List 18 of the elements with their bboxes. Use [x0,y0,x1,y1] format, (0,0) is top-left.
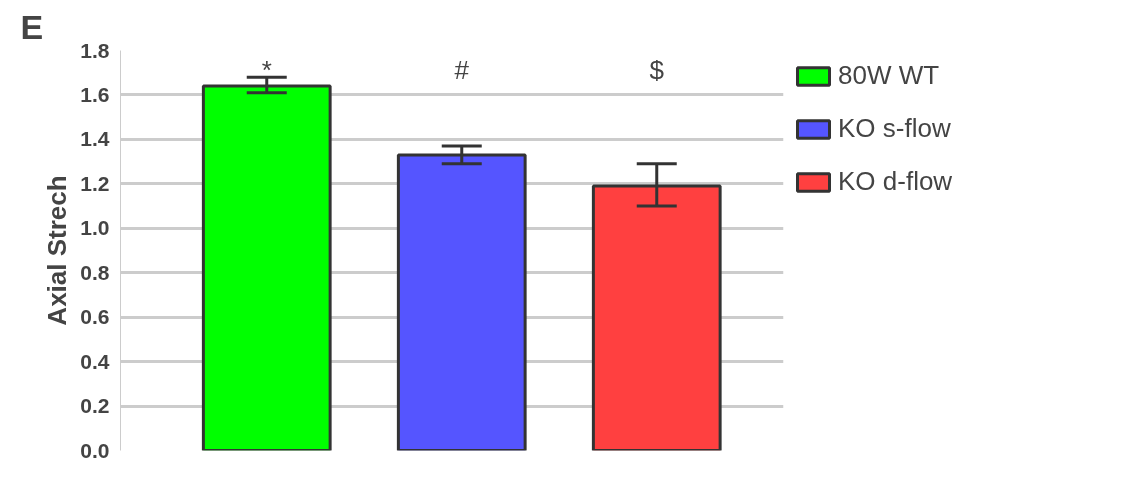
y-tick-label: 1.8 [80,38,110,62]
legend-label: KO d-flow [838,166,953,197]
annotation: * [261,54,272,85]
annotation: $ [649,54,665,85]
y-tick-label: 1.4 [80,127,110,151]
chart-title: E [20,7,44,46]
y-tick-label: 0.2 [80,394,110,418]
y-tick-label: 0.8 [80,260,110,284]
legend-label: KO s-flow [838,113,951,144]
legend-label: 80W WT [838,60,940,91]
y-tick-label: 0.6 [80,305,110,329]
y-axis-title: Axial Strech [42,175,73,326]
y-tick-label: 0.0 [80,438,110,462]
y-tick-label: 1.6 [80,82,110,106]
y-tick-label: 1.0 [80,216,110,240]
annotation: # [454,54,470,85]
y-tick-label: 1.2 [80,171,110,195]
y-tick-label: 0.4 [80,349,110,373]
